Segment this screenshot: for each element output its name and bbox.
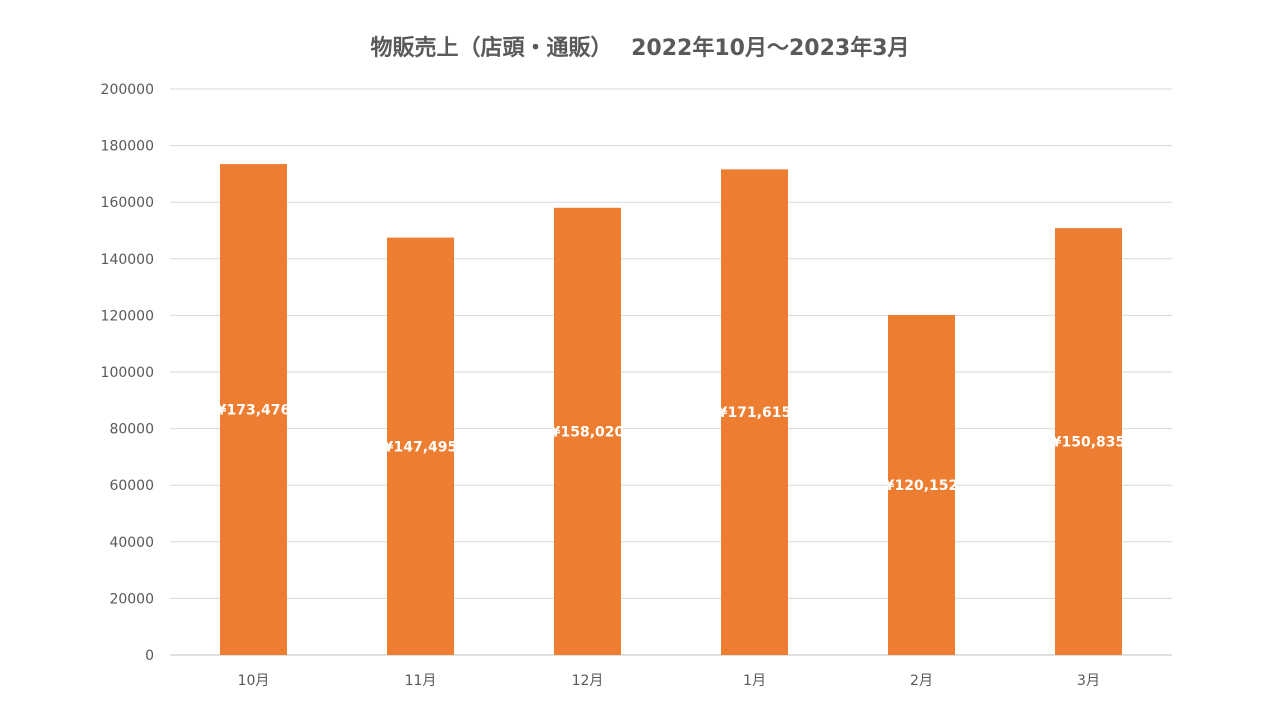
y-tick-label: 100000 <box>101 365 154 381</box>
x-tick-label: 2月 <box>910 673 933 689</box>
y-tick-label: 60000 <box>109 478 154 494</box>
chart-title: 物販売上（店頭・通販） 2022年10月～2023年3月 <box>370 36 910 61</box>
bar <box>888 314 955 655</box>
bar <box>1055 228 1122 655</box>
x-tick-label: 1月 <box>743 673 766 689</box>
y-tick-label: 180000 <box>101 139 154 155</box>
data-label: ¥173,476 <box>217 403 291 419</box>
data-label: ¥147,495 <box>384 439 458 455</box>
data-label: ¥158,020 <box>551 424 625 440</box>
bar <box>220 164 287 655</box>
y-tick-label: 20000 <box>109 591 154 607</box>
data-label: ¥171,615 <box>718 405 792 421</box>
y-tick-label: 0 <box>145 648 154 664</box>
bar <box>721 169 788 656</box>
y-tick-label: 120000 <box>101 308 154 324</box>
data-label: ¥120,152 <box>885 478 959 494</box>
data-label: ¥150,835 <box>1052 435 1126 451</box>
y-tick-label: 140000 <box>101 252 154 268</box>
bar <box>554 207 621 655</box>
y-tick-label: 160000 <box>101 195 154 211</box>
y-tick-label: 200000 <box>101 82 154 98</box>
x-tick-label: 11月 <box>405 673 437 689</box>
bar <box>387 237 454 655</box>
y-tick-label: 40000 <box>109 535 154 551</box>
x-tick-label: 3月 <box>1077 673 1100 689</box>
x-tick-label: 12月 <box>572 673 604 689</box>
x-tick-label: 10月 <box>238 673 270 689</box>
y-tick-label: 80000 <box>109 422 154 438</box>
